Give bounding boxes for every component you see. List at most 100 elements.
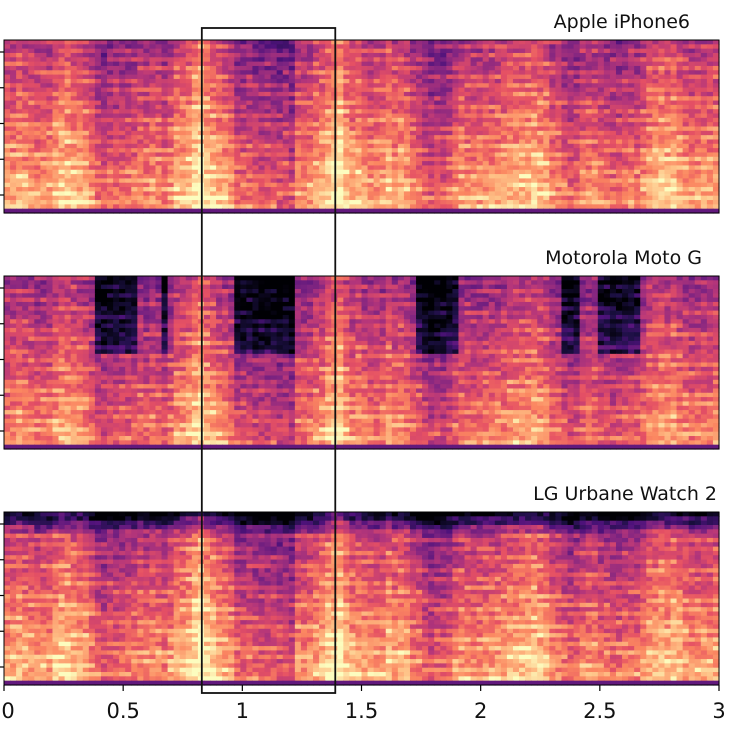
spectrogram-cell — [113, 57, 120, 63]
spectrogram-cell — [294, 182, 302, 188]
spectrogram-cell — [161, 122, 169, 128]
spectrogram-cell — [700, 165, 708, 171]
spectrogram-cell — [543, 276, 550, 281]
spectrogram-cell — [688, 96, 696, 102]
spectrogram-cell — [179, 130, 187, 136]
spectrogram-cell — [403, 117, 411, 123]
spectrogram-cell — [210, 78, 217, 84]
spectrogram-cell — [482, 187, 490, 192]
spectrogram-cell — [628, 117, 635, 123]
spectrogram-cell — [470, 174, 478, 179]
spectrogram-cell — [161, 100, 169, 106]
spectrogram-cell — [210, 182, 217, 188]
spectrogram-cell — [549, 195, 556, 201]
spectrogram-cell — [634, 52, 641, 58]
spectrogram-cell — [288, 208, 296, 214]
spectrogram-cell — [313, 122, 320, 128]
spectrogram-cell — [640, 100, 647, 106]
spectrogram-cell — [537, 204, 544, 210]
spectrogram-cell — [494, 191, 502, 197]
spectrogram-cell — [391, 44, 399, 50]
spectrogram-cell — [300, 113, 308, 119]
spectrogram-cell — [276, 152, 284, 158]
spectrogram-cell — [500, 208, 508, 214]
spectrogram-cell — [712, 195, 720, 201]
spectrogram-cell — [294, 74, 302, 80]
spectrogram-cell — [337, 139, 344, 145]
spectrogram-cell — [40, 70, 48, 76]
spectrogram-cell — [234, 165, 241, 171]
spectrogram-cell — [712, 48, 720, 54]
spectrogram-cell — [652, 78, 660, 84]
spectrogram-cell — [409, 178, 417, 184]
spectrogram-cell — [525, 156, 532, 162]
spectrogram-cell — [288, 91, 296, 97]
spectrogram-cell — [694, 70, 702, 76]
spectrogram-cell — [543, 87, 550, 93]
spectrogram-cell — [531, 48, 538, 54]
spectrogram-cell — [34, 117, 41, 123]
spectrogram-cell — [397, 204, 405, 210]
spectrogram-cell — [300, 130, 308, 136]
spectrogram-cell — [216, 83, 223, 89]
spectrogram-cell — [252, 44, 260, 50]
spectrogram-cell — [440, 135, 447, 141]
spectrogram-cell — [525, 109, 532, 115]
spectrogram-cell — [107, 65, 114, 71]
spectrogram-cell — [488, 91, 496, 97]
spectrogram-cell — [94, 161, 102, 167]
spectrogram-cell — [676, 174, 684, 179]
spectrogram-cell — [125, 52, 132, 58]
spectrogram-cell — [258, 161, 266, 167]
spectrogram-cell — [464, 104, 472, 110]
spectrogram-cell — [149, 139, 157, 145]
spectrogram-cell — [313, 165, 320, 171]
spectrogram-cell — [416, 161, 423, 167]
spectrogram-cell — [531, 91, 538, 97]
spectrogram-cell — [125, 200, 132, 205]
spectrogram-cell — [228, 91, 235, 97]
spectrogram-cell — [234, 96, 241, 102]
spectrogram-cell — [537, 152, 544, 158]
spectrogram-cell — [246, 44, 254, 50]
spectrogram-cell — [313, 169, 320, 175]
spectrogram-cell — [155, 40, 163, 45]
spectrogram-cell — [506, 70, 514, 76]
spectrogram-cell — [494, 178, 502, 184]
spectrogram-cell — [476, 96, 484, 102]
spectrogram-cell — [664, 100, 672, 106]
spectrogram-cell — [500, 143, 508, 149]
spectrogram-cell — [573, 200, 581, 205]
spectrogram-cell — [573, 100, 581, 106]
spectrogram-cell — [512, 100, 520, 106]
spectrogram-cell — [579, 156, 587, 162]
spectrogram-cell — [428, 148, 435, 154]
spectrogram-cell — [264, 280, 272, 286]
spectrogram-cell — [40, 174, 48, 179]
spectrogram-cell — [125, 178, 132, 184]
spectrogram-cell — [712, 130, 720, 136]
spectrogram-cell — [476, 152, 484, 158]
spectrogram-cell — [64, 148, 72, 154]
spectrogram-cell — [706, 65, 714, 71]
spectrogram-cell — [94, 61, 102, 67]
spectrogram-cell — [464, 187, 472, 192]
spectrogram-cell — [622, 78, 629, 84]
spectrogram-cell — [191, 74, 199, 80]
spectrogram-cell — [573, 169, 581, 175]
spectrogram-cell — [670, 204, 678, 210]
spectrogram-cell — [131, 139, 138, 145]
spectrogram-cell — [652, 165, 660, 171]
spectrogram-cell — [585, 122, 593, 128]
spectrogram-cell — [107, 204, 114, 210]
spectrogram-cell — [567, 61, 575, 67]
spectrogram-cell — [597, 57, 605, 63]
spectrogram-cell — [428, 191, 435, 197]
spectrogram-cell — [597, 48, 605, 54]
spectrogram-cell — [264, 156, 272, 162]
spectrogram-cell — [222, 126, 229, 132]
spectrogram-cell — [22, 70, 29, 76]
spectrogram-cell — [512, 156, 520, 162]
spectrogram-cell — [500, 96, 508, 102]
spectrogram-cell — [379, 78, 387, 84]
